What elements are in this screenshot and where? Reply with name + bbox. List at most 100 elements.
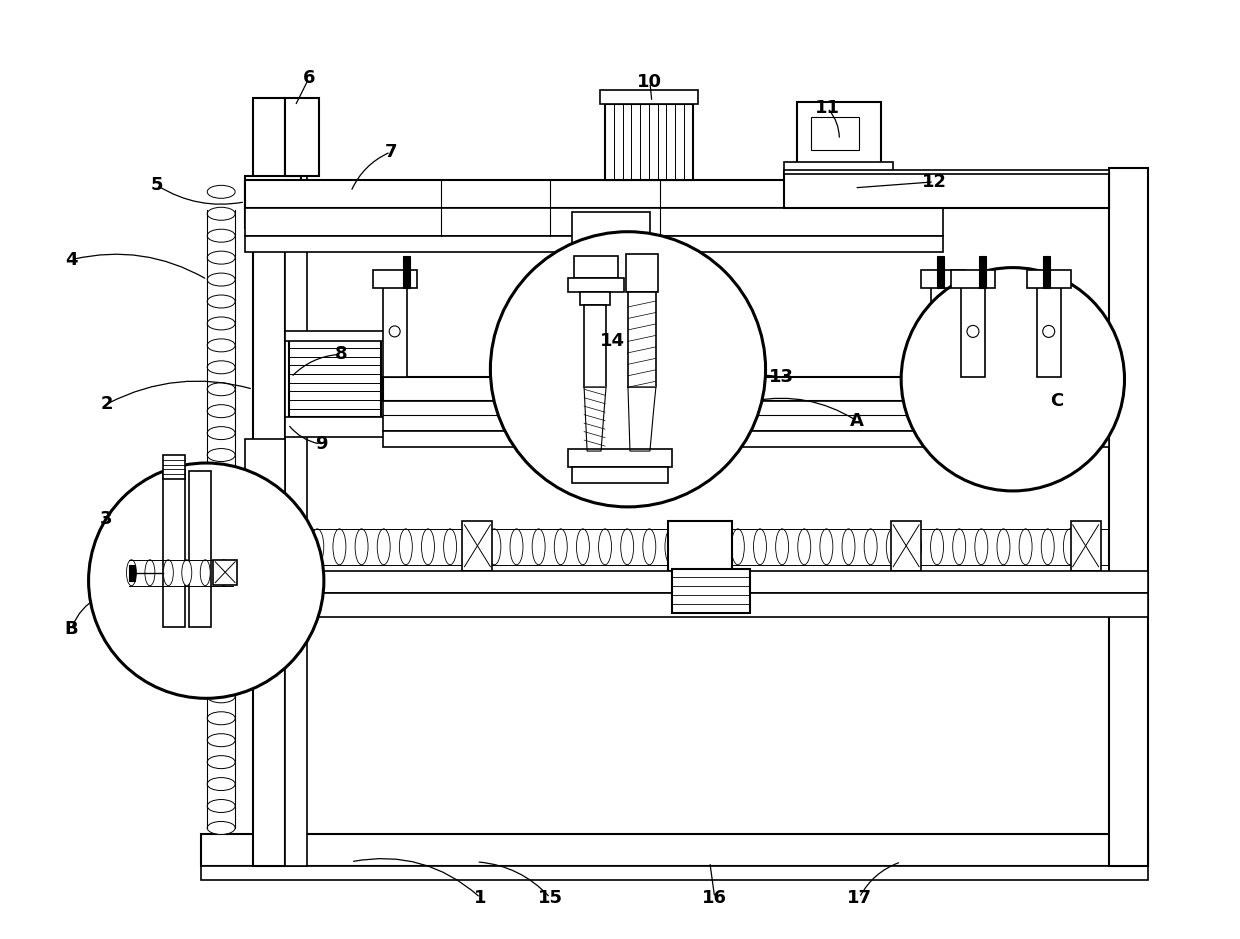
Ellipse shape — [554, 529, 567, 564]
Ellipse shape — [687, 529, 701, 564]
Bar — [213, 560, 237, 585]
Ellipse shape — [207, 712, 236, 725]
Ellipse shape — [820, 529, 833, 564]
Ellipse shape — [399, 529, 413, 564]
Bar — [246, 439, 285, 527]
Ellipse shape — [207, 515, 236, 528]
Polygon shape — [584, 387, 606, 451]
Ellipse shape — [207, 185, 236, 198]
Text: 5: 5 — [150, 176, 162, 193]
Ellipse shape — [207, 426, 236, 439]
Bar — [201, 593, 1148, 617]
Ellipse shape — [754, 529, 766, 564]
Bar — [1037, 278, 1060, 377]
Ellipse shape — [887, 529, 899, 564]
Bar — [463, 521, 492, 571]
Ellipse shape — [577, 529, 589, 564]
Ellipse shape — [952, 529, 966, 564]
Bar — [129, 564, 135, 580]
Ellipse shape — [207, 756, 236, 769]
Ellipse shape — [207, 229, 236, 242]
Ellipse shape — [864, 529, 877, 564]
Text: 17: 17 — [847, 888, 872, 907]
Ellipse shape — [642, 529, 656, 564]
Bar — [164, 471, 185, 626]
Bar — [572, 212, 650, 250]
Circle shape — [901, 268, 1125, 491]
Ellipse shape — [289, 529, 301, 564]
Bar — [931, 278, 955, 377]
Text: 1: 1 — [474, 888, 486, 907]
Bar — [572, 467, 668, 483]
Ellipse shape — [709, 529, 722, 564]
Ellipse shape — [207, 559, 236, 571]
Bar — [373, 269, 417, 287]
Bar — [285, 331, 384, 342]
Bar — [1109, 168, 1148, 866]
Bar — [1043, 255, 1050, 287]
Bar — [892, 521, 921, 571]
Ellipse shape — [126, 560, 136, 586]
Bar — [568, 449, 672, 467]
Bar — [246, 208, 944, 236]
Text: 10: 10 — [637, 73, 662, 91]
Ellipse shape — [422, 529, 434, 564]
Bar — [253, 98, 285, 866]
Bar — [951, 269, 994, 287]
Ellipse shape — [842, 529, 856, 564]
Bar — [784, 170, 1109, 174]
Ellipse shape — [207, 339, 236, 352]
Bar — [811, 117, 859, 150]
Bar — [921, 269, 965, 287]
Bar — [784, 172, 1109, 208]
Ellipse shape — [207, 822, 236, 835]
Bar — [185, 505, 200, 546]
Ellipse shape — [207, 733, 236, 747]
Bar — [797, 102, 882, 164]
Ellipse shape — [207, 317, 236, 330]
Bar — [582, 250, 640, 347]
Bar — [961, 278, 985, 377]
Text: 15: 15 — [538, 888, 563, 907]
Ellipse shape — [207, 777, 236, 791]
Bar — [626, 254, 658, 291]
Bar — [246, 236, 944, 252]
Bar — [978, 255, 986, 287]
Bar — [403, 255, 409, 287]
Polygon shape — [627, 387, 656, 451]
Bar — [605, 104, 693, 180]
Bar — [580, 291, 610, 305]
Text: B: B — [64, 620, 78, 638]
Bar — [190, 471, 211, 626]
Bar — [383, 401, 1109, 431]
Ellipse shape — [975, 529, 988, 564]
Text: 16: 16 — [702, 888, 727, 907]
Ellipse shape — [355, 529, 368, 564]
Bar — [289, 339, 381, 417]
Ellipse shape — [207, 405, 236, 418]
Bar — [627, 291, 656, 387]
Bar — [285, 98, 308, 866]
Ellipse shape — [930, 529, 944, 564]
Ellipse shape — [732, 529, 744, 564]
Ellipse shape — [510, 529, 523, 564]
Ellipse shape — [207, 799, 236, 812]
Bar — [1027, 269, 1070, 287]
Ellipse shape — [665, 529, 678, 564]
Ellipse shape — [997, 529, 1009, 564]
Bar — [383, 377, 1109, 401]
Ellipse shape — [1042, 529, 1054, 564]
Ellipse shape — [207, 602, 236, 615]
Bar — [285, 98, 319, 176]
Ellipse shape — [207, 646, 236, 659]
Ellipse shape — [145, 560, 155, 586]
Text: 2: 2 — [100, 395, 113, 413]
Text: 3: 3 — [100, 510, 113, 528]
Ellipse shape — [532, 529, 546, 564]
Bar — [246, 176, 301, 228]
Text: 4: 4 — [66, 251, 78, 269]
Bar — [201, 571, 1148, 593]
Ellipse shape — [797, 529, 811, 564]
Ellipse shape — [909, 529, 921, 564]
Ellipse shape — [207, 492, 236, 505]
